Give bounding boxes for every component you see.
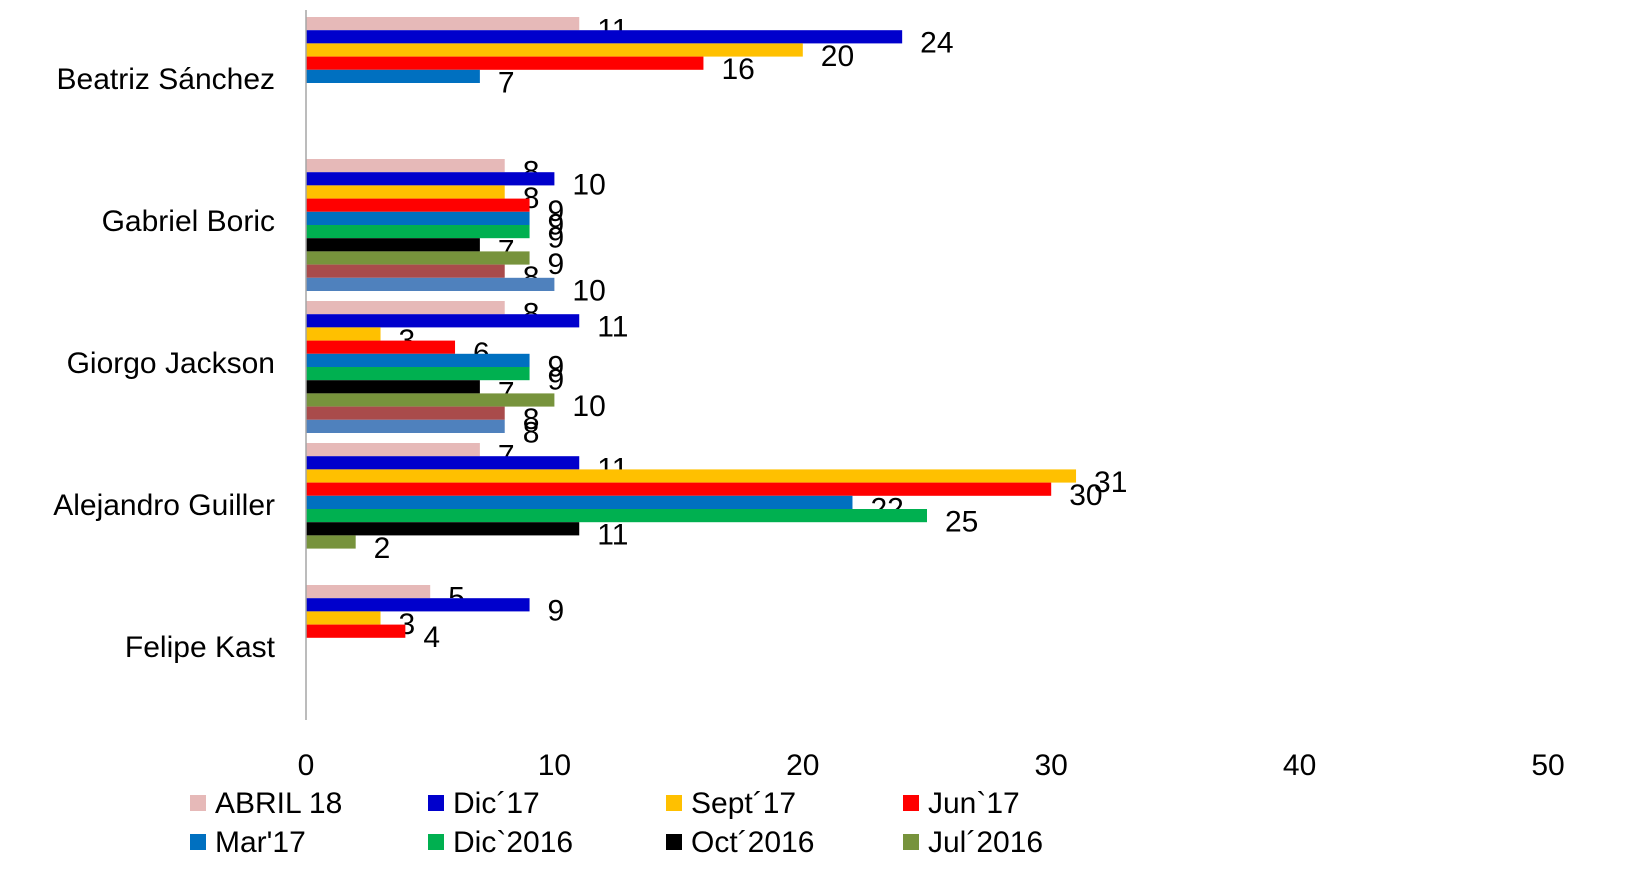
bar — [306, 340, 456, 354]
bar — [306, 393, 555, 407]
bar — [306, 277, 555, 291]
bar — [306, 456, 580, 470]
bar — [306, 225, 530, 239]
legend-swatch — [190, 795, 206, 811]
data-label: 9 — [548, 195, 565, 228]
bar — [306, 56, 704, 70]
legend-swatch — [903, 834, 919, 850]
bar — [306, 406, 505, 420]
legend-label: Dic`2016 — [453, 826, 573, 859]
x-tick-label: 20 — [786, 749, 819, 782]
data-label: 9 — [548, 364, 565, 397]
legend-label: Sept´17 — [691, 787, 796, 820]
bar — [306, 624, 406, 638]
legend-swatch — [428, 834, 444, 850]
data-label: 10 — [572, 169, 605, 202]
data-label: 11 — [597, 519, 628, 552]
data-label: 16 — [721, 53, 754, 86]
bar — [306, 598, 530, 612]
category-label: Beatriz Sánchez — [57, 63, 275, 96]
bar — [306, 522, 580, 536]
bar — [306, 509, 927, 523]
bar — [306, 443, 480, 457]
bar — [306, 353, 530, 367]
legend-label: ABRIL 18 — [215, 787, 342, 820]
x-tick-label: 10 — [538, 749, 571, 782]
category-label: Alejandro Guiller — [53, 489, 275, 522]
data-label: 30 — [1069, 479, 1102, 512]
category-label: Felipe Kast — [125, 631, 276, 664]
bar — [306, 301, 505, 315]
bar — [306, 43, 803, 57]
bar — [306, 198, 530, 212]
category-label: Giorgo Jackson — [67, 347, 275, 380]
bar — [306, 469, 1077, 483]
legend-swatch — [666, 834, 682, 850]
bar — [306, 159, 505, 173]
legend-label: Oct´2016 — [691, 826, 814, 859]
legend-swatch — [903, 795, 919, 811]
data-label: 9 — [548, 595, 565, 628]
bar — [306, 495, 853, 509]
bar — [306, 69, 480, 83]
data-label: 31 — [1094, 466, 1127, 499]
x-tick-label: 30 — [1035, 749, 1068, 782]
data-label: 9 — [548, 208, 565, 241]
legend-swatch — [666, 795, 682, 811]
bar — [306, 264, 505, 278]
x-tick-label: 50 — [1531, 749, 1564, 782]
bar — [306, 380, 480, 394]
bar — [306, 419, 505, 433]
category-label: Gabriel Boric — [102, 205, 275, 238]
data-label: 9 — [548, 350, 565, 383]
bar — [306, 211, 530, 225]
bar — [306, 251, 530, 265]
bar — [306, 611, 381, 625]
legend-label: Mar'17 — [215, 826, 306, 859]
bar — [306, 314, 580, 328]
data-label: 4 — [423, 621, 440, 654]
x-tick-label: 0 — [298, 749, 315, 782]
data-label: 9 — [548, 248, 565, 281]
bar — [306, 585, 431, 599]
data-label: 11 — [597, 311, 628, 344]
data-label: 25 — [945, 506, 978, 539]
legend-label: Dic´17 — [453, 787, 540, 820]
data-label: 20 — [821, 40, 854, 73]
bar — [306, 327, 381, 341]
data-label: 24 — [920, 27, 953, 60]
bar — [306, 482, 1052, 496]
bar — [306, 535, 356, 549]
bar — [306, 185, 505, 199]
x-tick-label: 40 — [1283, 749, 1316, 782]
bar — [306, 238, 480, 252]
bar — [306, 367, 530, 381]
legend-label: Jun`17 — [928, 787, 1020, 820]
legend-swatch — [428, 795, 444, 811]
legend-swatch — [190, 834, 206, 850]
bar — [306, 17, 580, 31]
data-label: 9 — [548, 222, 565, 255]
bar — [306, 30, 903, 44]
data-label: 10 — [572, 274, 605, 307]
data-label: 7 — [498, 66, 515, 99]
legend-label: Jul´2016 — [928, 826, 1043, 859]
data-label: 10 — [572, 390, 605, 423]
data-label: 2 — [374, 532, 391, 565]
bar — [306, 172, 555, 186]
data-label: 8 — [523, 416, 540, 449]
data-label: 8 — [523, 403, 540, 436]
